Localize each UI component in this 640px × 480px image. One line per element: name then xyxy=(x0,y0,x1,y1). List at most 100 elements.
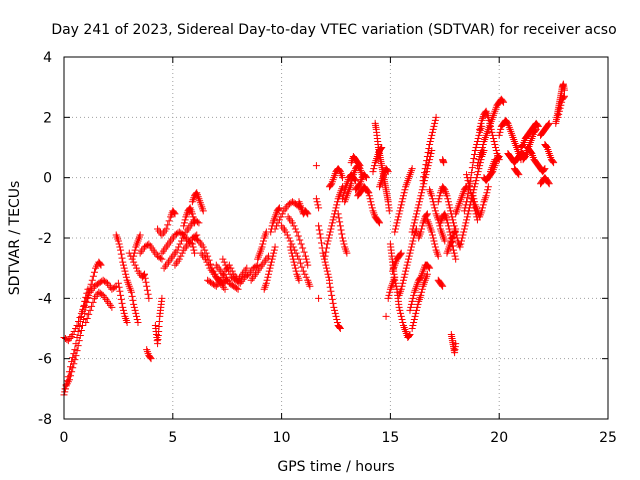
data-point xyxy=(365,189,373,197)
data-point xyxy=(116,243,124,251)
data-point xyxy=(98,290,106,298)
data-point xyxy=(470,155,478,163)
data-point xyxy=(178,249,186,257)
data-point xyxy=(71,346,79,354)
data-point xyxy=(147,355,155,363)
data-point xyxy=(384,168,392,176)
data-point xyxy=(429,234,437,242)
data-point xyxy=(382,312,390,320)
data-point xyxy=(325,234,333,242)
data-point xyxy=(77,309,85,317)
data-point xyxy=(164,221,172,229)
data-point xyxy=(119,303,127,311)
data-point xyxy=(392,222,400,230)
data-point xyxy=(156,254,164,262)
data-point xyxy=(555,107,563,115)
data-point xyxy=(425,145,433,153)
data-point xyxy=(397,201,405,209)
data-point xyxy=(421,165,429,173)
data-point xyxy=(108,303,116,311)
data-point xyxy=(288,249,296,257)
data-point xyxy=(399,318,407,326)
data-point xyxy=(402,267,410,275)
data-point xyxy=(414,204,422,212)
data-point xyxy=(397,249,405,257)
data-point xyxy=(460,225,468,233)
data-point xyxy=(65,368,73,376)
data-point xyxy=(486,122,494,130)
data-point xyxy=(73,321,81,329)
data-point xyxy=(446,228,454,236)
data-point xyxy=(336,218,344,226)
data-point xyxy=(143,286,151,294)
data-point xyxy=(275,204,283,212)
data-point xyxy=(97,261,105,269)
data-point xyxy=(488,128,496,136)
data-point xyxy=(128,292,136,300)
data-point xyxy=(323,244,331,252)
data-point xyxy=(180,219,188,227)
data-point xyxy=(118,299,126,307)
data-point xyxy=(83,314,91,322)
data-point xyxy=(475,156,483,164)
data-point xyxy=(339,174,347,182)
data-point xyxy=(193,218,201,226)
data-point xyxy=(423,210,431,218)
data-point xyxy=(401,270,409,278)
x-tick-label: 25 xyxy=(599,430,617,446)
data-point xyxy=(127,288,135,296)
data-point xyxy=(68,358,76,366)
data-point xyxy=(355,181,363,189)
data-point xyxy=(423,153,431,161)
data-point xyxy=(398,198,406,206)
data-point xyxy=(102,278,110,286)
data-point xyxy=(366,195,374,203)
data-point xyxy=(315,222,323,230)
data-point xyxy=(322,261,330,269)
data-point xyxy=(460,207,468,215)
data-point xyxy=(418,222,426,230)
data-point xyxy=(413,303,421,311)
data-point xyxy=(484,113,492,121)
data-point xyxy=(365,192,373,200)
data-point xyxy=(204,261,212,269)
data-point xyxy=(428,192,436,200)
data-point xyxy=(293,228,301,236)
data-point xyxy=(244,271,252,279)
data-point xyxy=(349,174,357,182)
data-point xyxy=(114,237,122,245)
data-point xyxy=(336,222,344,230)
data-point xyxy=(278,210,286,218)
data-point xyxy=(423,270,431,278)
data-point xyxy=(402,264,410,272)
data-point xyxy=(408,165,416,173)
data-point xyxy=(471,147,479,155)
data-point xyxy=(497,125,505,133)
data-point xyxy=(479,144,487,151)
y-tick-label: -8 xyxy=(38,412,52,428)
data-point xyxy=(119,258,127,266)
data-point xyxy=(285,234,293,242)
data-point xyxy=(383,167,391,175)
data-point xyxy=(430,201,438,209)
data-point xyxy=(457,237,465,245)
data-point xyxy=(417,291,425,299)
data-point xyxy=(472,177,480,185)
data-point xyxy=(405,332,413,340)
data-point xyxy=(463,198,471,206)
data-point xyxy=(191,219,199,227)
data-point xyxy=(316,230,324,238)
data-point xyxy=(418,225,426,233)
data-point xyxy=(312,162,320,170)
data-point xyxy=(438,281,446,289)
data-point xyxy=(175,255,183,263)
data-point xyxy=(540,166,548,174)
data-point xyxy=(400,189,408,197)
data-point xyxy=(325,273,333,281)
data-point xyxy=(490,137,498,145)
data-point xyxy=(469,192,477,200)
chart-title: Day 241 of 2023, Sidereal Day-to-day VTE… xyxy=(51,22,616,38)
data-point xyxy=(304,210,312,218)
data-point xyxy=(120,309,128,317)
